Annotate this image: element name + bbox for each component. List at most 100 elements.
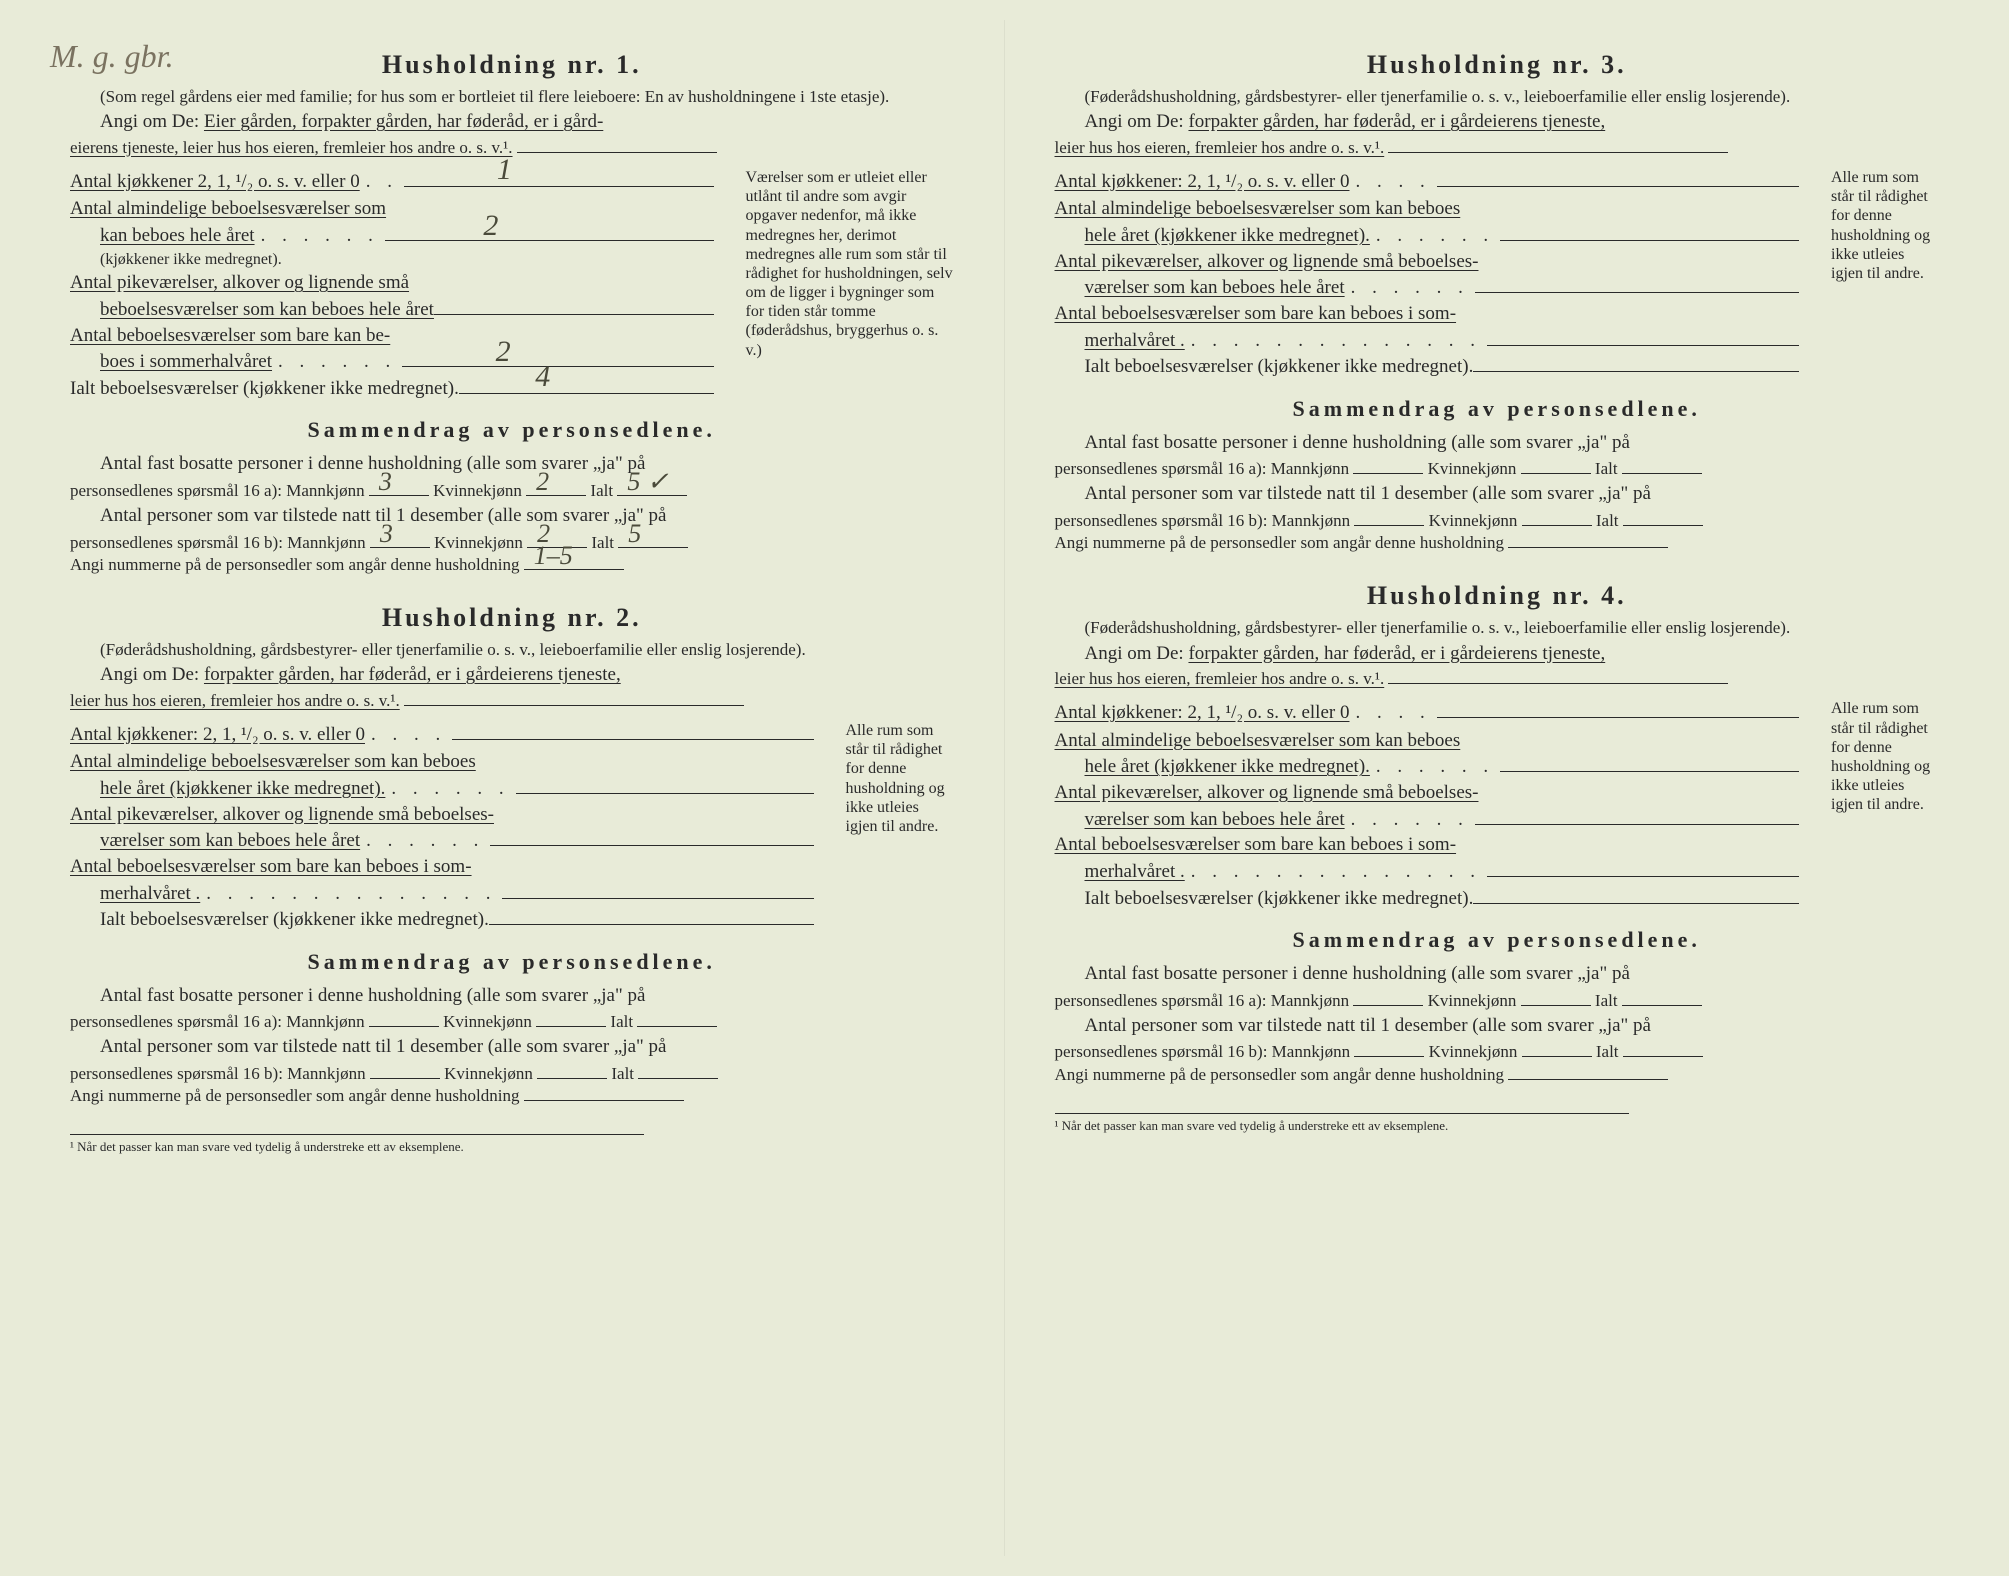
- hh4-angi: Angi om De: forpakter gården, har føderå…: [1055, 639, 1940, 668]
- mann-b-fill: 3: [370, 531, 430, 548]
- hh4-note: (Føderådshusholdning, gårdsbestyrer- ell…: [1055, 617, 1940, 638]
- almindelige-label: Antal almindelige beboelsesværelser som …: [70, 749, 814, 775]
- ialt-fill: [1473, 885, 1799, 904]
- hh2-bosatte1: Antal fast bosatte personer i denne hush…: [70, 981, 954, 1010]
- angi-line2-text: leier hus hos eieren, fremleier hos andr…: [1055, 138, 1385, 157]
- kvinne-label: Kvinnekjønn: [444, 1064, 533, 1083]
- pike-row: Antal pikeværelser, alkover og lignende …: [70, 270, 714, 322]
- nummerne-fill: [1508, 531, 1668, 548]
- mann-fill: [1353, 457, 1423, 474]
- kjokkener-row: Antal kjøkkener: 2, 1, ¹/₂ o. s. v. elle…: [70, 721, 814, 750]
- kjokkener-label: Antal kjøkkener 2, 1, ¹/₂ o. s. v. eller…: [70, 168, 360, 197]
- kvinne-fill: [1522, 1040, 1592, 1057]
- mann-fill: [370, 1062, 440, 1079]
- hh2-tilstede2: personsedlenes spørsmål 16 b): Mannkjønn…: [70, 1062, 954, 1084]
- nummerne-label: Angi nummerne på de personsedler som ang…: [1055, 533, 1504, 552]
- almindelige-label2: hele året (kjøkkener ikke medregnet).: [1055, 754, 1370, 780]
- angi-options: forpakter gården, har føderåd, er i gård…: [1188, 111, 1605, 132]
- mann-b: 3: [380, 518, 393, 551]
- almindelige-label2: hele året (kjøkkener ikke medregnet).: [70, 776, 385, 802]
- hh2-angi-line2: leier hus hos eieren, fremleier hos andr…: [70, 690, 954, 711]
- sommer-fill: [502, 880, 813, 899]
- pike-label: Antal pikeværelser, alkover og lignende …: [1055, 780, 1800, 806]
- kjokkener-label: Antal kjøkkener: 2, 1, ¹/₂ o. s. v. elle…: [70, 721, 365, 750]
- kjokkener-fill: 1: [404, 168, 714, 187]
- hh3-note: (Føderådshusholdning, gårdsbestyrer- ell…: [1055, 86, 1940, 107]
- ialt-lbl: Ialt: [1596, 511, 1619, 530]
- kjokkener-label: Antal kjøkkener: 2, 1, ¹/₂ o. s. v. elle…: [1055, 168, 1350, 197]
- ialt-lbl: Ialt: [611, 1064, 634, 1083]
- sommer-fill: 2: [402, 348, 713, 367]
- ialt-lbl: Ialt: [1595, 991, 1618, 1010]
- ialt-fill: [1623, 509, 1703, 526]
- angi-options: forpakter gården, har føderåd, er i gård…: [1188, 643, 1605, 664]
- ialt-row: Ialt beboelsesværelser (kjøkkener ikke m…: [70, 906, 814, 935]
- household-4: Husholdning nr. 4. (Føderådshusholdning,…: [1055, 581, 1940, 1084]
- hh1-angi: Angi om De: Eier gården, forpakter gårde…: [70, 107, 954, 136]
- hh2-rooms-block: Antal kjøkkener: 2, 1, ¹/₂ o. s. v. elle…: [70, 721, 954, 935]
- ialt-val: 4: [535, 354, 550, 399]
- pike-label2: værelser som kan beboes hele året: [1055, 807, 1345, 833]
- sommer-label: Antal beboelsesværelser som bare kan be-: [70, 323, 714, 349]
- almindelige-label2: hele året (kjøkkener ikke medregnet).: [1055, 223, 1370, 249]
- pike-label2: værelser som kan beboes hele året: [70, 828, 360, 854]
- kvinne-label: Kvinnekjønn: [1429, 1042, 1518, 1061]
- angi-line2-text: eierens tjeneste, leier hus hos eieren, …: [70, 138, 513, 157]
- dots: . .: [366, 168, 398, 197]
- angi-line2-text: leier hus hos eieren, fremleier hos andr…: [70, 691, 400, 710]
- hh2-sammendrag-heading: Sammendrag av personsedlene.: [70, 949, 954, 975]
- angi-trail: [404, 705, 744, 706]
- kjokkener-fill: [452, 721, 813, 740]
- hh2-tilstede1: Antal personer som var tilstede natt til…: [70, 1032, 954, 1061]
- aside-text: Alle rum som står til rådighet for denne…: [846, 722, 945, 835]
- almindelige-fill: [1500, 753, 1799, 772]
- kjokkener-label: Antal kjøkkener: 2, 1, ¹/₂ o. s. v. elle…: [1055, 699, 1350, 728]
- aside-text: Alle rum som står til rådighet for denne…: [1831, 169, 1930, 282]
- dots: . . . . . .: [1376, 223, 1494, 249]
- bosatte-label-a: personsedlenes spørsmål 16 a): Mannkjønn: [70, 481, 365, 500]
- sommer-label2: boes i sommerhalvåret: [70, 349, 272, 375]
- hh1-note: (Som regel gårdens eier med familie; for…: [70, 86, 954, 107]
- nummerne-label: Angi nummerne på de personsedler som ang…: [70, 555, 519, 574]
- hh1-aside: Værelser som er utleiet eller utlånt til…: [724, 168, 954, 403]
- sommer-val: 2: [496, 332, 511, 373]
- hh1-heading: Husholdning nr. 1.: [70, 50, 954, 80]
- footnote-right: ¹ Når det passer kan man svare ved tydel…: [1055, 1113, 1630, 1134]
- hh3-angi: Angi om De: forpakter gården, har føderå…: [1055, 107, 1940, 136]
- hh3-nummerne: Angi nummerne på de personsedler som ang…: [1055, 531, 1940, 553]
- ialt-a: 5 ✓: [627, 466, 668, 499]
- page-right: Husholdning nr. 3. (Føderådshusholdning,…: [1005, 20, 1990, 1556]
- almindelige-row: Antal almindelige beboelsesværelser som …: [70, 196, 714, 270]
- angi-prefix: Angi om De:: [100, 111, 199, 132]
- angi-trail: [1388, 152, 1728, 153]
- ialt-b: 5: [628, 518, 641, 551]
- brace-icon: [824, 721, 842, 935]
- nummerne-label: Angi nummerne på de personsedler som ang…: [1055, 1065, 1504, 1084]
- sommer-fill: [1487, 858, 1799, 877]
- hh1-rooms-block: Antal kjøkkener 2, 1, ¹/₂ o. s. v. eller…: [70, 168, 954, 403]
- hh1-nummerne: Angi nummerne på de personsedler som ang…: [70, 553, 954, 575]
- hh4-bosatte1: Antal fast bosatte personer i denne hush…: [1055, 959, 1940, 988]
- hh4-rooms-left: Antal kjøkkener: 2, 1, ¹/₂ o. s. v. elle…: [1055, 699, 1800, 913]
- dots: . . . . . .: [261, 223, 379, 249]
- angi-line2-text: leier hus hos eieren, fremleier hos andr…: [1055, 669, 1385, 688]
- sommer-label2: merhalvåret .: [1055, 859, 1185, 885]
- angi-options: Eier gården, forpakter gården, har føder…: [204, 111, 603, 132]
- pike-fill: [434, 296, 714, 315]
- tilstede-label-b: personsedlenes spørsmål 16 b): Mannkjønn: [1055, 1042, 1351, 1061]
- hh1-tilstede1: Antal personer som var tilstede natt til…: [70, 501, 954, 530]
- almindelige-label: Antal almindelige beboelsesværelser som …: [1055, 196, 1800, 222]
- hh3-rooms-block: Antal kjøkkener: 2, 1, ¹/₂ o. s. v. elle…: [1055, 168, 1940, 382]
- hh3-sammendrag-heading: Sammendrag av personsedlene.: [1055, 396, 1940, 422]
- pike-fill: [490, 827, 813, 846]
- kjokkener-row: Antal kjøkkener: 2, 1, ¹/₂ o. s. v. elle…: [1055, 168, 1800, 197]
- hh3-angi-line2: leier hus hos eieren, fremleier hos andr…: [1055, 137, 1940, 158]
- dots: . . . . . .: [1351, 275, 1469, 301]
- tilstede-label-b: personsedlenes spørsmål 16 b): Mannkjønn: [1055, 511, 1351, 530]
- kvinne-fill: [1521, 457, 1591, 474]
- hh2-nummerne: Angi nummerne på de personsedler som ang…: [70, 1084, 954, 1106]
- almindelige-label2: kan beboes hele året: [70, 223, 255, 249]
- hh1-bosatte1: Antal fast bosatte personer i denne hush…: [70, 449, 954, 478]
- nummerne-fill: [524, 1084, 684, 1101]
- hh3-tilstede2: personsedlenes spørsmål 16 b): Mannkjønn…: [1055, 509, 1940, 531]
